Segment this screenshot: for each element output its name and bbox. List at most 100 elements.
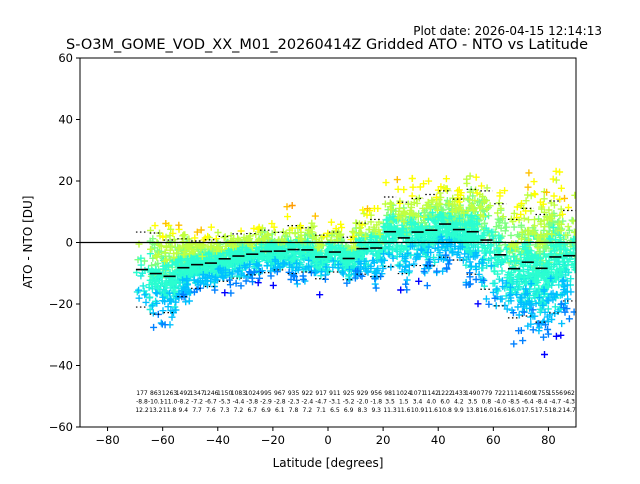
bin-std-label: 7.6 bbox=[206, 407, 216, 414]
bin-count-label: 863 bbox=[150, 390, 162, 397]
bin-count-label: 1246 bbox=[203, 390, 218, 397]
bin-std-label: 16.6 bbox=[494, 407, 508, 414]
bin-count-label: 917 bbox=[315, 390, 327, 397]
bin-std-label: 17.5 bbox=[521, 407, 535, 414]
bin-count-label: 1347 bbox=[189, 390, 204, 397]
bin-mean-label: -4.3 bbox=[563, 399, 575, 406]
bin-mean-label: 3.4 bbox=[413, 399, 423, 406]
bin-std-label: 6.9 bbox=[344, 407, 354, 414]
bin-mean-label: -2.0 bbox=[357, 399, 369, 406]
bin-mean-label: -1.8 bbox=[370, 399, 382, 406]
x-tick-label: 0 bbox=[324, 433, 331, 447]
bin-std-label: 16.0 bbox=[480, 407, 494, 414]
bin-std-label: 8.3 bbox=[358, 407, 368, 414]
y-tick-label: −40 bbox=[49, 359, 73, 373]
plot-date-label: Plot date: 2026-04-15 12:14:13 bbox=[413, 24, 602, 38]
bin-std-label: 6.5 bbox=[330, 407, 340, 414]
y-tick-label: 60 bbox=[58, 51, 73, 65]
bin-count-label: 1024 bbox=[396, 390, 411, 397]
bin-mean-label: 3.5 bbox=[385, 399, 395, 406]
bin-std-label: 18.2 bbox=[549, 407, 563, 414]
bin-std-label: 13.2 bbox=[149, 407, 163, 414]
bin-count-label: 1556 bbox=[548, 390, 563, 397]
bin-statistics-labels: 177 -8.812.2 863 -10.113.2 1263 -11.011.8 1492… bbox=[135, 390, 576, 414]
x-tick-label: −80 bbox=[95, 433, 119, 447]
bin-std-label: 6.1 bbox=[275, 407, 285, 414]
bin-mean-label: -4.7 bbox=[315, 399, 327, 406]
bin-mean-label: -2.3 bbox=[288, 399, 300, 406]
bin-count-label: 981 bbox=[384, 390, 396, 397]
bin-std-label: 11.6 bbox=[425, 407, 439, 414]
bin-std-label: 11.3 bbox=[383, 407, 397, 414]
bin-mean-label: 0.8 bbox=[482, 399, 492, 406]
x-tick-label: 20 bbox=[376, 433, 391, 447]
bin-count-label: 779 bbox=[481, 390, 493, 397]
bin-std-label: 11.6 bbox=[397, 407, 411, 414]
bin-mean-label: -5.3 bbox=[219, 399, 231, 406]
bin-count-label: 911 bbox=[329, 390, 341, 397]
scatter-marker-group bbox=[288, 202, 296, 209]
x-axis: −80 −60 −40 −20 0 20 40 60 80 bbox=[95, 427, 556, 447]
bin-count-label: 995 bbox=[260, 390, 272, 397]
bin-mean-label: -8.4 bbox=[536, 399, 548, 406]
x-tick-label: 40 bbox=[431, 433, 446, 447]
chart-title: S-O3M_GOME_VOD_XX_M01_20260414Z Gridded … bbox=[66, 37, 588, 53]
bin-count-label: 929 bbox=[357, 390, 369, 397]
bin-std-label: 7.7 bbox=[192, 407, 202, 414]
scatter-marker-group bbox=[135, 172, 576, 265]
bin-std-label: 10.9 bbox=[411, 407, 425, 414]
bin-count-label: 1433 bbox=[451, 390, 466, 397]
bin-mean-label: -2.9 bbox=[260, 399, 272, 406]
scatter-points bbox=[133, 167, 576, 358]
bin-mean-label: 4.2 bbox=[454, 399, 464, 406]
bin-mean-label: 1.5 bbox=[399, 399, 409, 406]
bin-std-label: 7.2 bbox=[234, 407, 244, 414]
bin-std-label: 7.3 bbox=[220, 407, 230, 414]
bin-mean-label: -4.0 bbox=[494, 399, 506, 406]
bin-mean-label: -2.4 bbox=[301, 399, 313, 406]
bin-mean-markers bbox=[135, 223, 576, 278]
y-tick-label: 20 bbox=[58, 174, 73, 188]
bin-mean-label: -8.2 bbox=[177, 399, 189, 406]
bin-count-label: 1222 bbox=[437, 390, 452, 397]
bin-std-label: 16.0 bbox=[507, 407, 521, 414]
y-tick-label: 0 bbox=[66, 236, 73, 250]
bin-count-label: 956 bbox=[370, 390, 382, 397]
bin-count-label: 722 bbox=[494, 390, 506, 397]
bin-mean-label: -6.7 bbox=[205, 399, 217, 406]
bin-count-label: 1492 bbox=[176, 390, 191, 397]
y-axis-label: ATO - NTO [DU] bbox=[21, 196, 35, 289]
bin-count-label: 1071 bbox=[410, 390, 425, 397]
y-tick-label: −60 bbox=[49, 420, 73, 434]
bin-mean-label: -2.8 bbox=[274, 399, 286, 406]
bin-mean-label: -3.8 bbox=[246, 399, 258, 406]
y-tick-label: −20 bbox=[49, 297, 73, 311]
bin-std-label: 6.9 bbox=[261, 407, 271, 414]
y-axis: −60 −40 −20 0 20 40 60 bbox=[49, 51, 80, 434]
bin-count-label: 935 bbox=[288, 390, 300, 397]
bin-count-label: 967 bbox=[274, 390, 286, 397]
bin-mean-label: -8.5 bbox=[508, 399, 520, 406]
x-tick-label: 60 bbox=[486, 433, 501, 447]
bin-count-label: 1083 bbox=[231, 390, 246, 397]
bin-std-label: 6.7 bbox=[247, 407, 257, 414]
x-tick-label: −40 bbox=[206, 433, 230, 447]
bin-std-label: 7.1 bbox=[316, 407, 326, 414]
scatter-marker-group bbox=[151, 167, 572, 244]
bin-count-label: 962 bbox=[563, 390, 575, 397]
bin-mean-label: -3.1 bbox=[329, 399, 341, 406]
bin-mean-label: -7.2 bbox=[191, 399, 203, 406]
bin-std-label: 17.5 bbox=[535, 407, 549, 414]
bin-std-label: 7.8 bbox=[289, 407, 299, 414]
bin-count-label: 1263 bbox=[162, 390, 177, 397]
bin-mean-label: -4.7 bbox=[549, 399, 561, 406]
bin-mean-label: -10.1 bbox=[148, 399, 164, 406]
bin-count-label: 925 bbox=[343, 390, 355, 397]
bin-mean-label: 3.5 bbox=[468, 399, 478, 406]
bin-mean-label: -11.0 bbox=[162, 399, 178, 406]
bin-std-label: 9.4 bbox=[179, 407, 189, 414]
bin-std-label: 9.3 bbox=[371, 407, 381, 414]
bin-count-label: 1755 bbox=[534, 390, 549, 397]
scatter-marker-group bbox=[221, 277, 565, 358]
bin-std-label: 10.8 bbox=[438, 407, 452, 414]
